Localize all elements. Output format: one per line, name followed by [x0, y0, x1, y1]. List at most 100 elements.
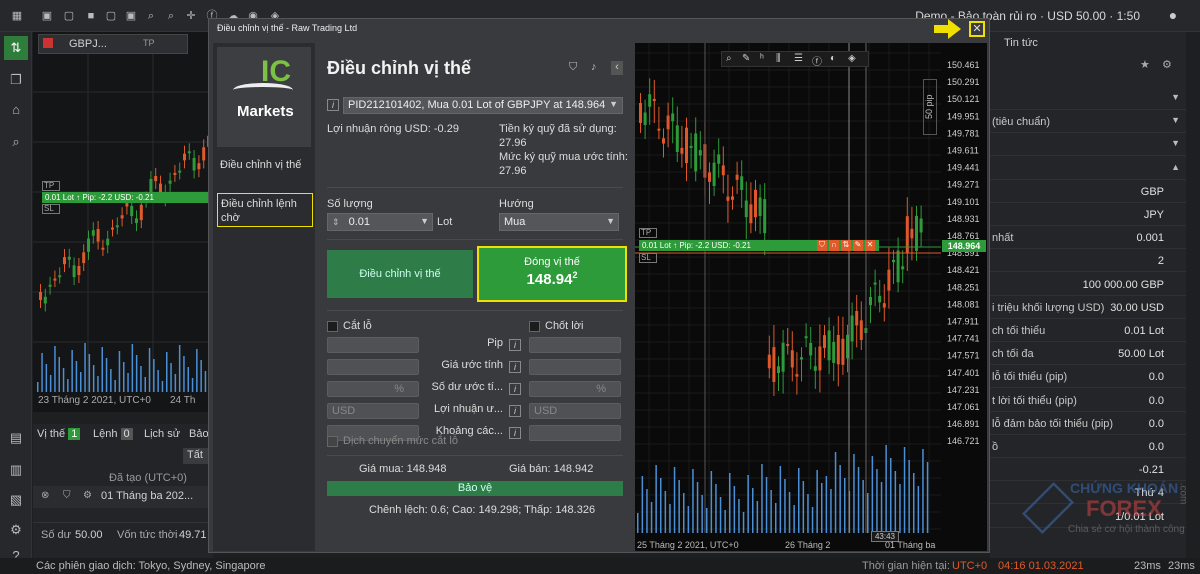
trade-icon[interactable]: ⇅: [4, 36, 28, 60]
chevron-down-icon[interactable]: ▼: [1171, 92, 1180, 102]
settings-icon[interactable]: ⚙: [10, 522, 22, 537]
modal-chart[interactable]: 150.461 150.291 150.121 149.951 149.781 149.6…: [635, 43, 987, 551]
shield-icon[interactable]: ⛉: [63, 490, 71, 501]
settings-icon[interactable]: ⚙: [1162, 59, 1172, 71]
copy-icon[interactable]: ❐: [10, 72, 22, 87]
facebook-icon[interactable]: ⓕ: [206, 10, 218, 22]
close-icon[interactable]: ✕: [969, 21, 985, 37]
candle: [712, 162, 716, 186]
stop-loss-field[interactable]: %: [327, 381, 419, 397]
pencil-icon[interactable]: ✎: [742, 53, 751, 64]
tab-news[interactable]: Tin tức: [1004, 37, 1038, 49]
close-position-button[interactable]: Đóng vị thế 148.942: [477, 246, 627, 302]
stop-loss-field[interactable]: [327, 359, 419, 375]
cloud-icon[interactable]: ☁: [227, 10, 239, 22]
robot-icon[interactable]: ⌂: [12, 102, 20, 117]
zoom-out-icon[interactable]: ⌕: [167, 10, 175, 22]
adjust-position-button[interactable]: Điều chỉnh vị thế: [327, 250, 473, 298]
shield-icon[interactable]: ⛉: [817, 240, 827, 251]
chevron-down-icon[interactable]: ▼: [1171, 138, 1180, 149]
stop-loss-checkbox[interactable]: [327, 321, 338, 332]
tp-marker[interactable]: TP: [42, 181, 60, 191]
crosshair-icon[interactable]: ✛: [186, 10, 196, 22]
take-profit-field[interactable]: [529, 337, 621, 353]
gear-icon[interactable]: ⚙: [83, 490, 92, 501]
take-profit-field[interactable]: [529, 359, 621, 375]
edit-icon[interactable]: ✎: [853, 240, 863, 251]
quantity-stepper[interactable]: ⇕ 0.01 ▼: [327, 213, 433, 231]
info-icon[interactable]: i: [509, 383, 521, 395]
chart-tab[interactable]: GBPJ... TP: [38, 34, 188, 54]
take-profit-checkbox[interactable]: [529, 321, 540, 332]
position-row[interactable]: ⊗ ⛉ ⚙ 01 Tháng ba 202...: [33, 486, 213, 508]
reverse-icon[interactable]: ⇅: [841, 240, 851, 251]
chevron-down-icon[interactable]: ▼: [1171, 115, 1180, 126]
take-profit-field[interactable]: [529, 425, 621, 441]
bg-position-line[interactable]: 0.01 Lot ↑ Pip: -2.2 USD: -0.21: [42, 192, 210, 203]
tab-protection[interactable]: Bảo: [189, 428, 209, 440]
square-icon[interactable]: ▣: [125, 10, 137, 22]
list-icon[interactable]: ☰: [794, 53, 803, 64]
take-profit-field[interactable]: %: [529, 381, 621, 397]
position-line[interactable]: 0.01 Lot ↑ Pip: -2.2 USD: -0.21: [639, 240, 879, 251]
layers-icon[interactable]: ◈: [848, 53, 856, 64]
position-select[interactable]: PID212101402, Mua 0.01 Lot of GBPJPY at …: [343, 97, 623, 114]
volume-bar: [683, 493, 685, 533]
sidebar-item-adjust-order[interactable]: Điều chỉnh lệnh chờ: [217, 193, 313, 227]
info-icon[interactable]: i: [509, 361, 521, 373]
store-icon[interactable]: ▥: [9, 462, 23, 477]
star-icon[interactable]: ★: [1140, 59, 1150, 71]
background-chart[interactable]: [33, 32, 213, 412]
shield-icon[interactable]: ⛉: [569, 61, 578, 73]
stepper-arrows-icon[interactable]: ⇕: [332, 217, 340, 227]
info-icon[interactable]: i: [327, 99, 339, 111]
user-icon[interactable]: ●: [1168, 7, 1178, 23]
filter-dropdown[interactable]: Tất: [183, 448, 213, 464]
protect-button[interactable]: Bảo vệ: [327, 481, 623, 496]
briefcase-icon[interactable]: ▤: [9, 430, 23, 445]
copy-trading-icon[interactable]: ▧: [9, 492, 23, 507]
zoom-icon[interactable]: ⌕: [726, 53, 732, 64]
info-icon[interactable]: i: [509, 339, 521, 351]
square-icon[interactable]: ▢: [63, 10, 75, 22]
sidebar-item-adjust-position[interactable]: Điều chỉnh vị thế: [220, 159, 302, 171]
tab-positions[interactable]: Vị thế 1: [37, 428, 81, 440]
stop-loss-field[interactable]: [327, 337, 419, 353]
stop-loss-field[interactable]: [327, 425, 419, 441]
info-icon[interactable]: i: [509, 427, 521, 439]
eye-icon[interactable]: ◉: [248, 10, 258, 22]
square-icon[interactable]: ■: [87, 10, 95, 22]
volume-bar: [775, 503, 777, 533]
tp-marker[interactable]: TP: [639, 228, 657, 238]
price-axis-label: 148.421: [947, 265, 980, 275]
square-icon[interactable]: ▢: [105, 10, 117, 22]
timezone-badge[interactable]: UTC+0: [952, 560, 988, 572]
chart-icon[interactable]: ▣: [41, 10, 53, 22]
stop-loss-field[interactable]: USD: [327, 403, 419, 419]
direction-select[interactable]: Mua ▼: [499, 213, 619, 231]
help-icon[interactable]: ?: [12, 548, 20, 563]
tab-history[interactable]: Lịch sử: [144, 428, 181, 440]
trailing-stop-checkbox[interactable]: [327, 436, 338, 447]
close-position-icon[interactable]: ✕: [865, 240, 875, 251]
close-x-icon[interactable]: ⊗: [41, 490, 50, 501]
chevron-down-icon[interactable]: ▲: [1171, 161, 1180, 172]
magnet-icon[interactable]: ∩: [829, 240, 839, 251]
drop-icon[interactable]: ◈: [270, 10, 280, 22]
timeframe-icon[interactable]: ʰ: [760, 53, 764, 64]
candle: [717, 154, 721, 164]
sl-marker[interactable]: SL: [42, 204, 60, 214]
candles-icon[interactable]: ⫼: [776, 53, 781, 64]
info-icon[interactable]: i: [509, 405, 521, 417]
zoom-in-icon[interactable]: ⌕: [147, 10, 155, 22]
sl-marker[interactable]: SL: [639, 253, 657, 263]
tab-orders[interactable]: Lệnh 0: [93, 428, 133, 440]
facebook-icon[interactable]: ⓕ: [812, 57, 822, 68]
cloud-icon[interactable]: ◐: [830, 53, 837, 64]
collapse-icon[interactable]: ‹: [611, 61, 623, 75]
candle: [685, 127, 688, 164]
bell-icon[interactable]: ♪: [591, 61, 597, 73]
layout-icon[interactable]: ▦: [11, 10, 23, 22]
search-icon[interactable]: ⌕: [12, 134, 20, 149]
take-profit-field[interactable]: USD: [529, 403, 621, 419]
